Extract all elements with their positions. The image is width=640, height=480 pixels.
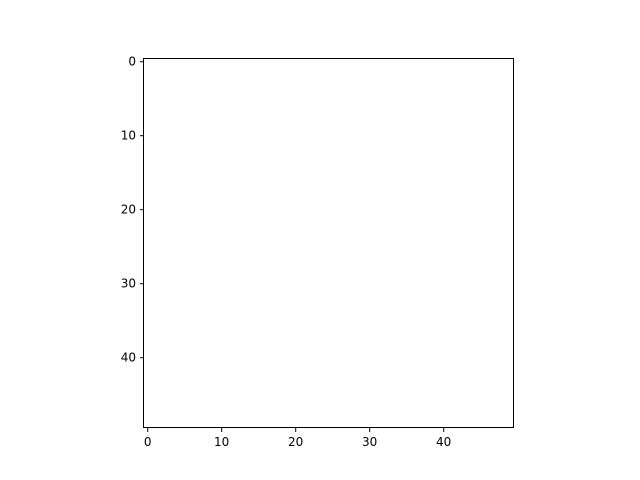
x-tick-label: 20 xyxy=(288,435,303,449)
x-axis: 0 10 20 30 40 xyxy=(144,428,451,449)
y-tick-label: 30 xyxy=(121,277,136,291)
x-tick-label: 30 xyxy=(362,435,377,449)
sign-digits xyxy=(247,173,419,308)
y-tick-label: 40 xyxy=(121,351,136,365)
y-tick-label: 10 xyxy=(121,129,136,143)
y-axis: 0 10 20 30 40 xyxy=(121,55,144,365)
x-tick-label: 10 xyxy=(214,435,229,449)
x-tick-label: 0 xyxy=(144,435,152,449)
y-tick-label: 0 xyxy=(128,55,136,69)
traffic-sign-image xyxy=(144,58,514,428)
x-tick-label: 40 xyxy=(436,435,451,449)
speed-limit-sign xyxy=(176,80,496,400)
y-tick-label: 20 xyxy=(121,203,136,217)
axes-frame xyxy=(143,58,514,428)
